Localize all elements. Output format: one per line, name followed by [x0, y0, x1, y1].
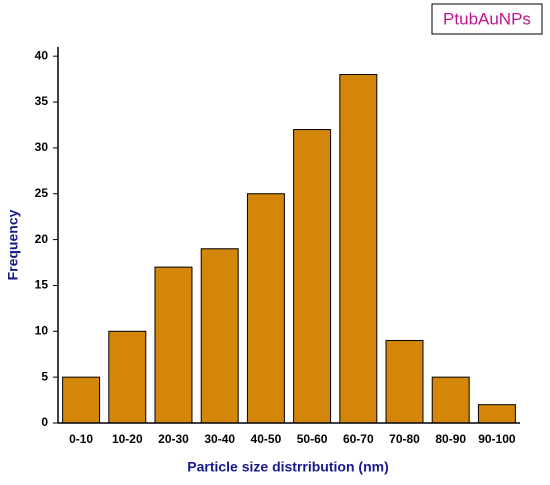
x-tick-label: 80-90 — [435, 432, 466, 446]
x-tick-label: 30-40 — [204, 432, 235, 446]
bar — [154, 266, 193, 424]
x-tick-label: 0-10 — [69, 432, 93, 446]
y-tick-label: 25 — [35, 186, 49, 200]
y-tick-label: 35 — [35, 94, 49, 108]
bar — [431, 376, 470, 424]
x-tick-label: 70-80 — [389, 432, 420, 446]
y-tick-label: 5 — [41, 369, 48, 383]
x-tick-label: 50-60 — [297, 432, 328, 446]
x-axis-title: Particle size distrribution (nm) — [187, 459, 388, 475]
bar — [339, 74, 378, 424]
y-tick-label: 0 — [41, 415, 48, 429]
x-tick-label: 60-70 — [343, 432, 374, 446]
y-tick-label: 20 — [35, 232, 49, 246]
bar — [200, 248, 239, 424]
bar — [385, 339, 424, 424]
x-tick-label: 90-100 — [478, 432, 516, 446]
y-axis-title: Frequency — [5, 209, 21, 280]
bar — [108, 330, 147, 424]
y-tick-label: 15 — [35, 278, 49, 292]
y-tick-label: 30 — [35, 140, 49, 154]
bar — [246, 193, 285, 424]
y-tick-label: 10 — [35, 323, 49, 337]
y-tick-label: 40 — [35, 48, 49, 62]
bar — [62, 376, 101, 424]
legend-box — [431, 3, 543, 35]
x-tick-label: 20-30 — [158, 432, 189, 446]
bar — [477, 404, 516, 424]
bar — [293, 129, 332, 424]
x-tick-label: 10-20 — [112, 432, 143, 446]
x-tick-label: 40-50 — [251, 432, 282, 446]
legend-label: PtubAuNPs — [443, 9, 531, 28]
